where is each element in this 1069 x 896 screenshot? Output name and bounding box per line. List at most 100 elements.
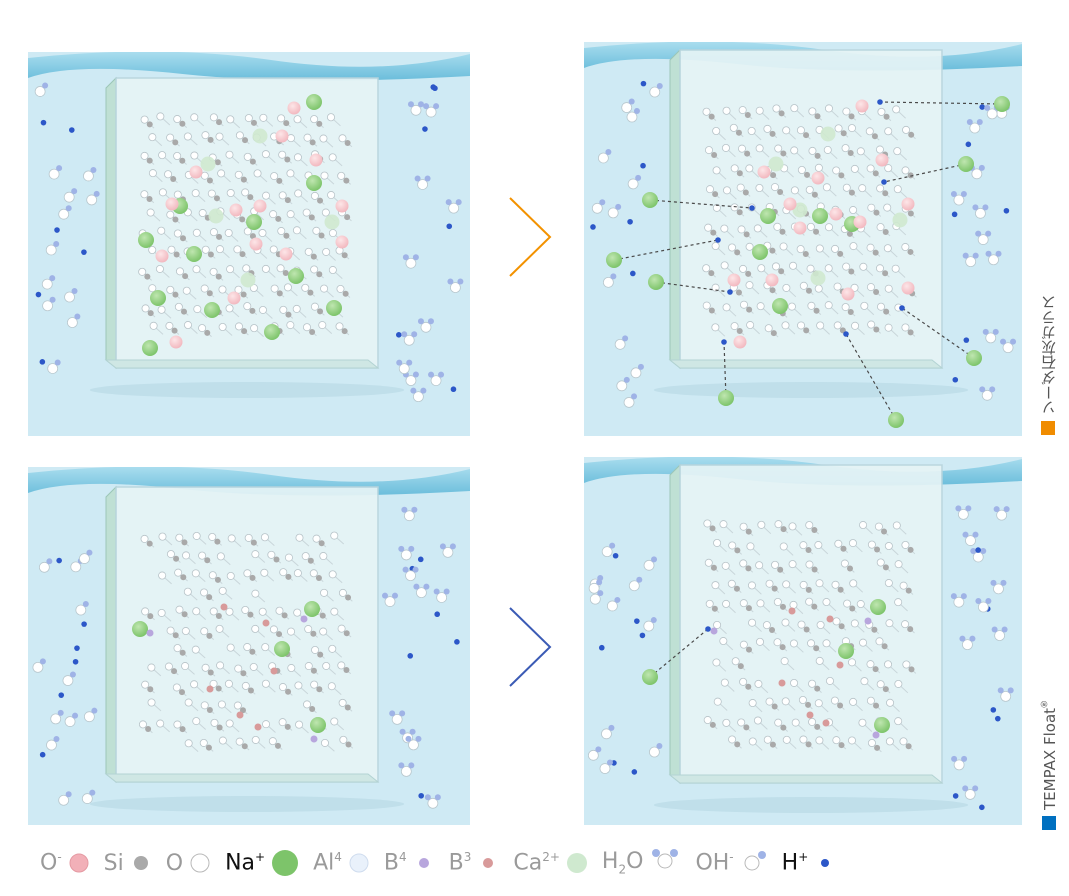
oxygen-atom <box>295 533 304 542</box>
sodium-ion <box>752 244 768 260</box>
oxygen-atom <box>283 283 292 292</box>
oxygen-atom <box>850 619 859 628</box>
oxygen-atom <box>226 571 235 580</box>
water-molecule <box>606 596 621 612</box>
water-molecule <box>589 590 604 605</box>
oxygen-atom <box>269 245 278 254</box>
water-molecule <box>975 598 992 613</box>
silicon-atom <box>736 328 743 335</box>
silicon-atom <box>814 723 821 730</box>
oxygen-atom <box>867 540 876 549</box>
oxygen-atom <box>847 124 856 133</box>
oxygen-atom <box>772 262 781 271</box>
oxygen-atom <box>192 531 201 540</box>
oxygen-atom <box>876 223 885 232</box>
oxygen-atom <box>148 169 157 178</box>
oxygen-atom <box>215 245 224 254</box>
water-molecule <box>47 359 61 374</box>
water-molecule <box>993 506 1010 521</box>
water-molecule <box>62 671 76 686</box>
oxygen-atom <box>719 520 728 529</box>
silicon-atom <box>734 547 741 554</box>
silicon-atom <box>283 232 290 239</box>
silicon-atom <box>180 235 187 242</box>
water-molecule <box>32 658 46 673</box>
legend-item-o: O <box>166 851 211 876</box>
oxygen-atom <box>807 301 816 310</box>
soda-lime-text: ソーダ石灰ガラス <box>1040 295 1058 415</box>
oxygen-atom <box>251 624 260 633</box>
water-molecule <box>447 278 464 293</box>
silicon-atom <box>779 228 786 235</box>
oxygen-atom <box>781 697 790 706</box>
oxygen-atom <box>309 569 318 578</box>
legend-label-oh: OH- <box>695 850 733 875</box>
oxygen-atom <box>165 321 174 330</box>
oxygen-atom <box>779 242 788 251</box>
oxygen-atom <box>720 224 729 233</box>
oxygen-atom <box>899 737 908 746</box>
oxygen-atom <box>327 682 336 691</box>
water-molecule <box>623 393 638 408</box>
al-icon <box>349 853 369 873</box>
oxygen-atom <box>875 145 884 154</box>
oxygen-atom <box>727 579 736 588</box>
sodium-ion <box>838 643 854 659</box>
silicon-atom <box>733 585 740 592</box>
oxygen-atom <box>703 716 712 725</box>
oxygen-atom <box>789 261 798 270</box>
oxygen-atom <box>789 639 798 648</box>
oxygen-atom <box>218 285 227 294</box>
silicon-atom <box>907 248 914 255</box>
oxygen-atom <box>805 560 814 569</box>
oxygen-atom <box>773 598 782 607</box>
oxygen-atom <box>304 625 313 634</box>
hydrogen-ion <box>749 205 755 211</box>
hydrogen-ion <box>952 376 959 383</box>
legend-superscript: 2+ <box>542 850 560 865</box>
oxygen-atom <box>156 112 165 121</box>
oxygen-atom <box>268 737 277 746</box>
oxygen-atom <box>865 127 874 136</box>
oxygen-atom <box>822 598 831 607</box>
boron4-atom <box>310 735 318 743</box>
boron3-atom <box>206 685 214 693</box>
oxygen-atom <box>253 169 262 178</box>
glass-plate-edge <box>669 48 681 370</box>
oxygen-atom <box>780 657 789 666</box>
hydrogen-ion <box>395 332 402 338</box>
water-molecule <box>997 687 1014 702</box>
hydrogen-ion <box>450 386 457 393</box>
water-molecule <box>966 119 983 134</box>
oxygen-atom <box>304 662 313 671</box>
oxygen-atom <box>877 107 886 116</box>
silicon-atom <box>249 574 256 581</box>
oxygen-atom <box>226 265 235 274</box>
boron3-atom <box>220 603 228 611</box>
calcium-ion <box>810 270 826 286</box>
silicon-atom <box>881 643 888 650</box>
tempax-marker-icon <box>1042 816 1056 830</box>
oxygen-atom <box>167 245 176 254</box>
oxygen-atom <box>848 658 857 667</box>
oxygen-atom <box>814 284 823 293</box>
silicon-atom <box>813 307 820 314</box>
na-icon <box>272 850 299 876</box>
oxygen-atom <box>140 151 149 160</box>
sodium-ion <box>874 717 890 733</box>
silicon-atom <box>173 251 180 258</box>
legend-symbol: Si <box>103 850 124 876</box>
oxygen-atom <box>147 698 156 707</box>
oxygen-atom <box>234 170 243 179</box>
silicon-atom <box>247 611 254 618</box>
silicon-atom <box>215 273 222 280</box>
silicon-atom <box>239 216 246 223</box>
water-molecule <box>975 230 992 245</box>
oxygen-atom <box>174 302 183 311</box>
oxygen-atom <box>884 542 893 551</box>
oxygen-atom <box>279 568 288 577</box>
oxygen-atom <box>310 265 319 274</box>
oxygen-atom <box>832 166 841 175</box>
silicon-atom <box>802 251 809 258</box>
silicon-atom <box>709 525 716 532</box>
